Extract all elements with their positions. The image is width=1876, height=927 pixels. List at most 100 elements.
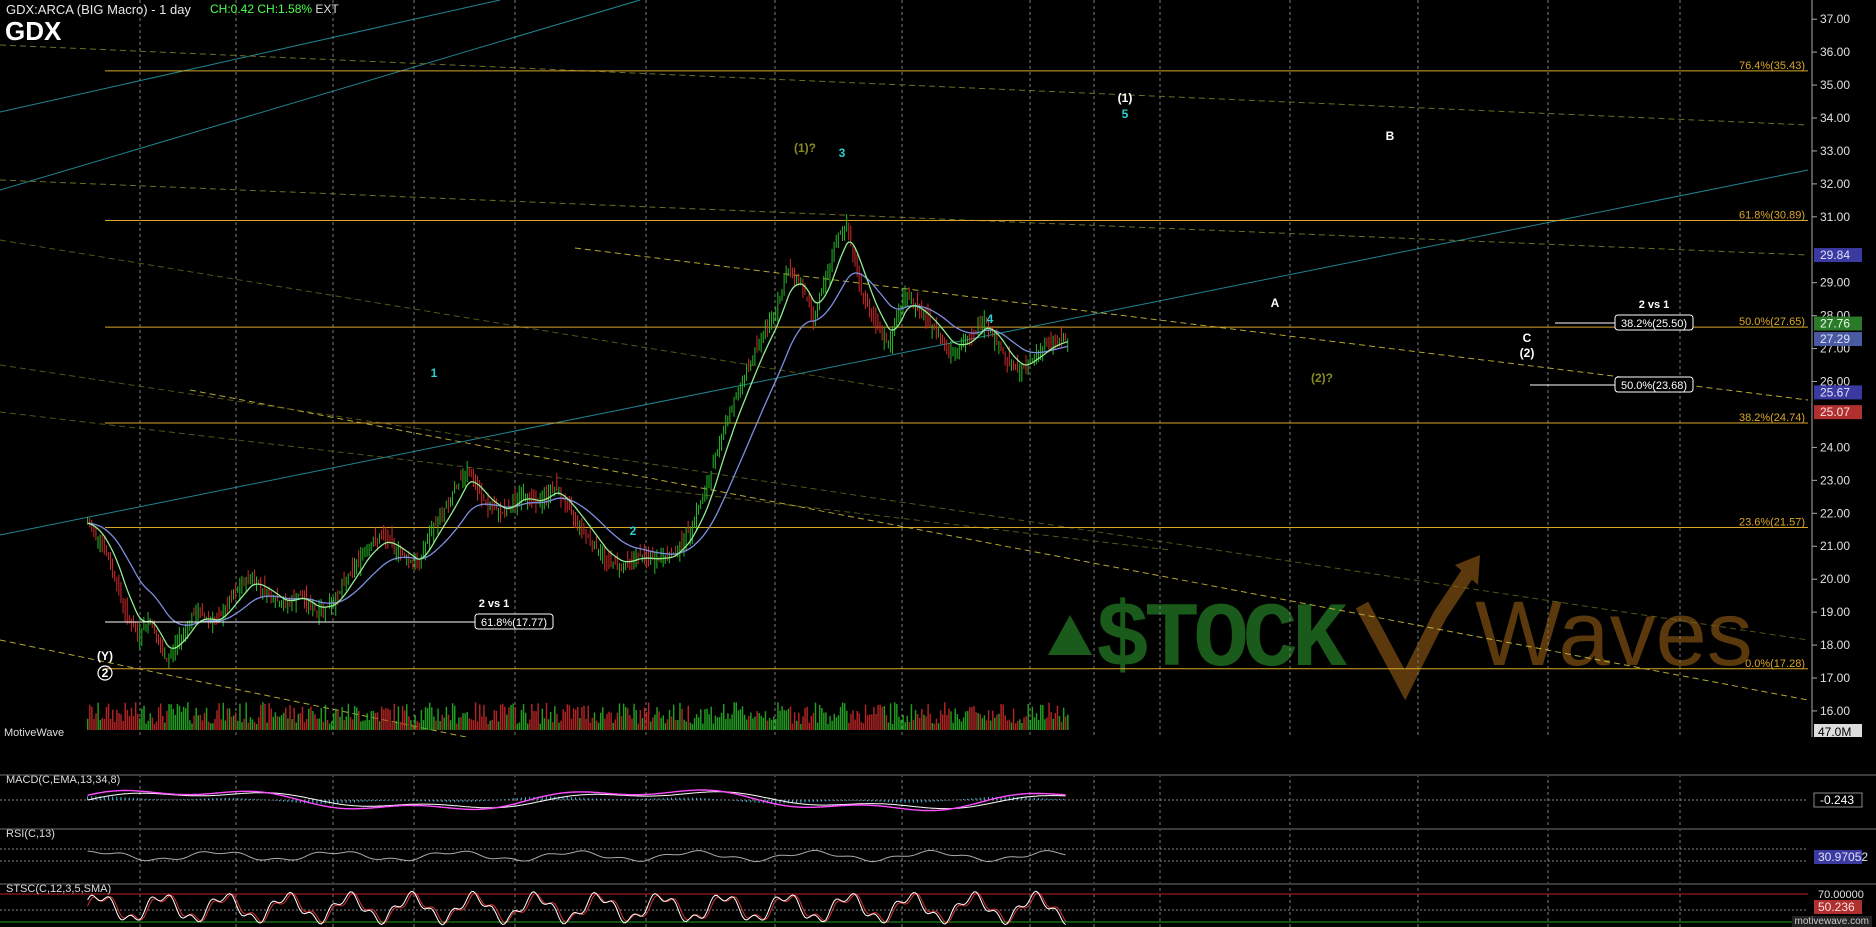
volume-bar: [483, 704, 485, 730]
volume-bar: [253, 721, 256, 730]
volume-bar: [122, 721, 124, 730]
volume-bar: [383, 709, 385, 730]
volume-bar: [491, 719, 494, 730]
volume-bar: [316, 718, 318, 730]
volume-bar: [627, 708, 629, 730]
price-tick-label: 29.00: [1820, 276, 1850, 290]
volume-bar: [956, 714, 959, 730]
volume-bar: [366, 713, 368, 730]
volume-bar: [848, 722, 850, 730]
target-boxes: 61.8%(17.77) 2 vs 1 38.2%(25.50) 2 vs 1 50.0…: [105, 299, 1694, 630]
volume-bar: [391, 722, 393, 730]
volume-bar: [837, 715, 840, 730]
stsc-level-label: 70.00000: [1818, 889, 1864, 901]
volume-bar: [939, 710, 942, 730]
price-badge-label: 25.07: [1820, 405, 1850, 419]
volume-bar: [205, 707, 208, 730]
volume-bar: [305, 718, 308, 730]
volume-bar: [689, 722, 692, 730]
volume-bar: [499, 704, 502, 730]
volume-bar: [103, 718, 106, 730]
macd-line: [87, 789, 1066, 812]
volume-bar: [887, 722, 890, 730]
volume-bar: [1067, 714, 1069, 730]
volume-bar: [549, 711, 552, 730]
price-axis[interactable]: 37.00 36.00 35.00 34.00 33.00 32.00 31.00 29.00…: [1811, 0, 1868, 914]
volume-bar: [201, 720, 204, 730]
volume-bar: [587, 705, 589, 730]
volume-bar: [1008, 719, 1011, 730]
price-badge: [1814, 332, 1862, 347]
volume-bar: [310, 706, 312, 730]
volume-bar: [433, 716, 435, 730]
volume-bar: [510, 704, 512, 730]
volume-bar: [975, 712, 977, 730]
volume-bar: [472, 720, 475, 730]
volume-bar: [197, 715, 199, 730]
volume-bar: [255, 723, 258, 730]
volume-bar: [283, 712, 285, 730]
volume-bar: [134, 702, 137, 730]
volume-bar: [485, 716, 487, 730]
volume-bar: [745, 719, 748, 730]
volume-bar: [422, 719, 425, 730]
volume-bar: [864, 704, 867, 730]
volume-bar: [428, 702, 431, 730]
volume-bar: [1025, 716, 1027, 730]
price-tick-label: 36.00: [1820, 45, 1850, 59]
volume-bar: [716, 717, 719, 730]
volume-bar: [105, 706, 108, 730]
watermark-waves-text: Waves: [1475, 583, 1753, 685]
volume-bar: [107, 703, 110, 730]
volume-bar: [412, 723, 414, 730]
trend-line: [0, 411, 1171, 551]
volume-bar: [564, 711, 566, 730]
volume-bar: [691, 723, 694, 730]
indicator-panels: [0, 737, 1876, 926]
chart-title: GDX:ARCA (BIG Macro) - 1 day: [6, 2, 191, 17]
trend-lines: [0, 0, 1809, 743]
volume-bar: [414, 715, 416, 730]
volume-bar: [99, 719, 101, 730]
volume-bar: [593, 712, 596, 730]
volume-bar: [318, 718, 320, 730]
volume-bar: [435, 720, 437, 730]
volume-bar: [873, 707, 875, 730]
volume-bar: [666, 719, 669, 730]
volume-bar: [462, 713, 464, 730]
volume-bar: [537, 703, 539, 730]
volume-bars: [86, 702, 1069, 730]
volume-bar: [151, 717, 154, 730]
volume-bar: [556, 713, 558, 730]
macd-value: -0.243: [1820, 793, 1854, 807]
volume-bar: [218, 703, 220, 730]
volume-bar: [376, 712, 379, 730]
volume-bar: [1004, 715, 1006, 730]
volume-bar: [351, 719, 354, 730]
volume-bar: [1010, 722, 1013, 730]
date-axis-strip: [0, 737, 1876, 773]
price-badge-label: 29.84: [1820, 248, 1850, 262]
volume-bar: [222, 702, 224, 730]
volume-bar: [1035, 713, 1038, 730]
volume-bar: [875, 713, 877, 730]
stsc-value: 50.236: [1818, 900, 1855, 914]
volume-bar: [581, 707, 583, 730]
volume-bar: [314, 714, 316, 730]
volume-bar: [633, 703, 635, 730]
volume-bar: [821, 708, 823, 730]
volume-bar: [793, 712, 796, 730]
volume-bar: [347, 703, 350, 730]
volume-bar: [983, 715, 986, 730]
volume-bar: [856, 710, 858, 730]
volume-bar: [410, 720, 412, 730]
volume-bar: [616, 712, 619, 730]
volume-bar: [900, 719, 902, 730]
volume-bar: [170, 704, 172, 730]
volume-bar: [950, 711, 952, 730]
volume-bar: [662, 715, 665, 730]
volume-bar: [522, 704, 525, 730]
volume-bar: [157, 707, 160, 730]
volume-bar: [631, 718, 633, 730]
